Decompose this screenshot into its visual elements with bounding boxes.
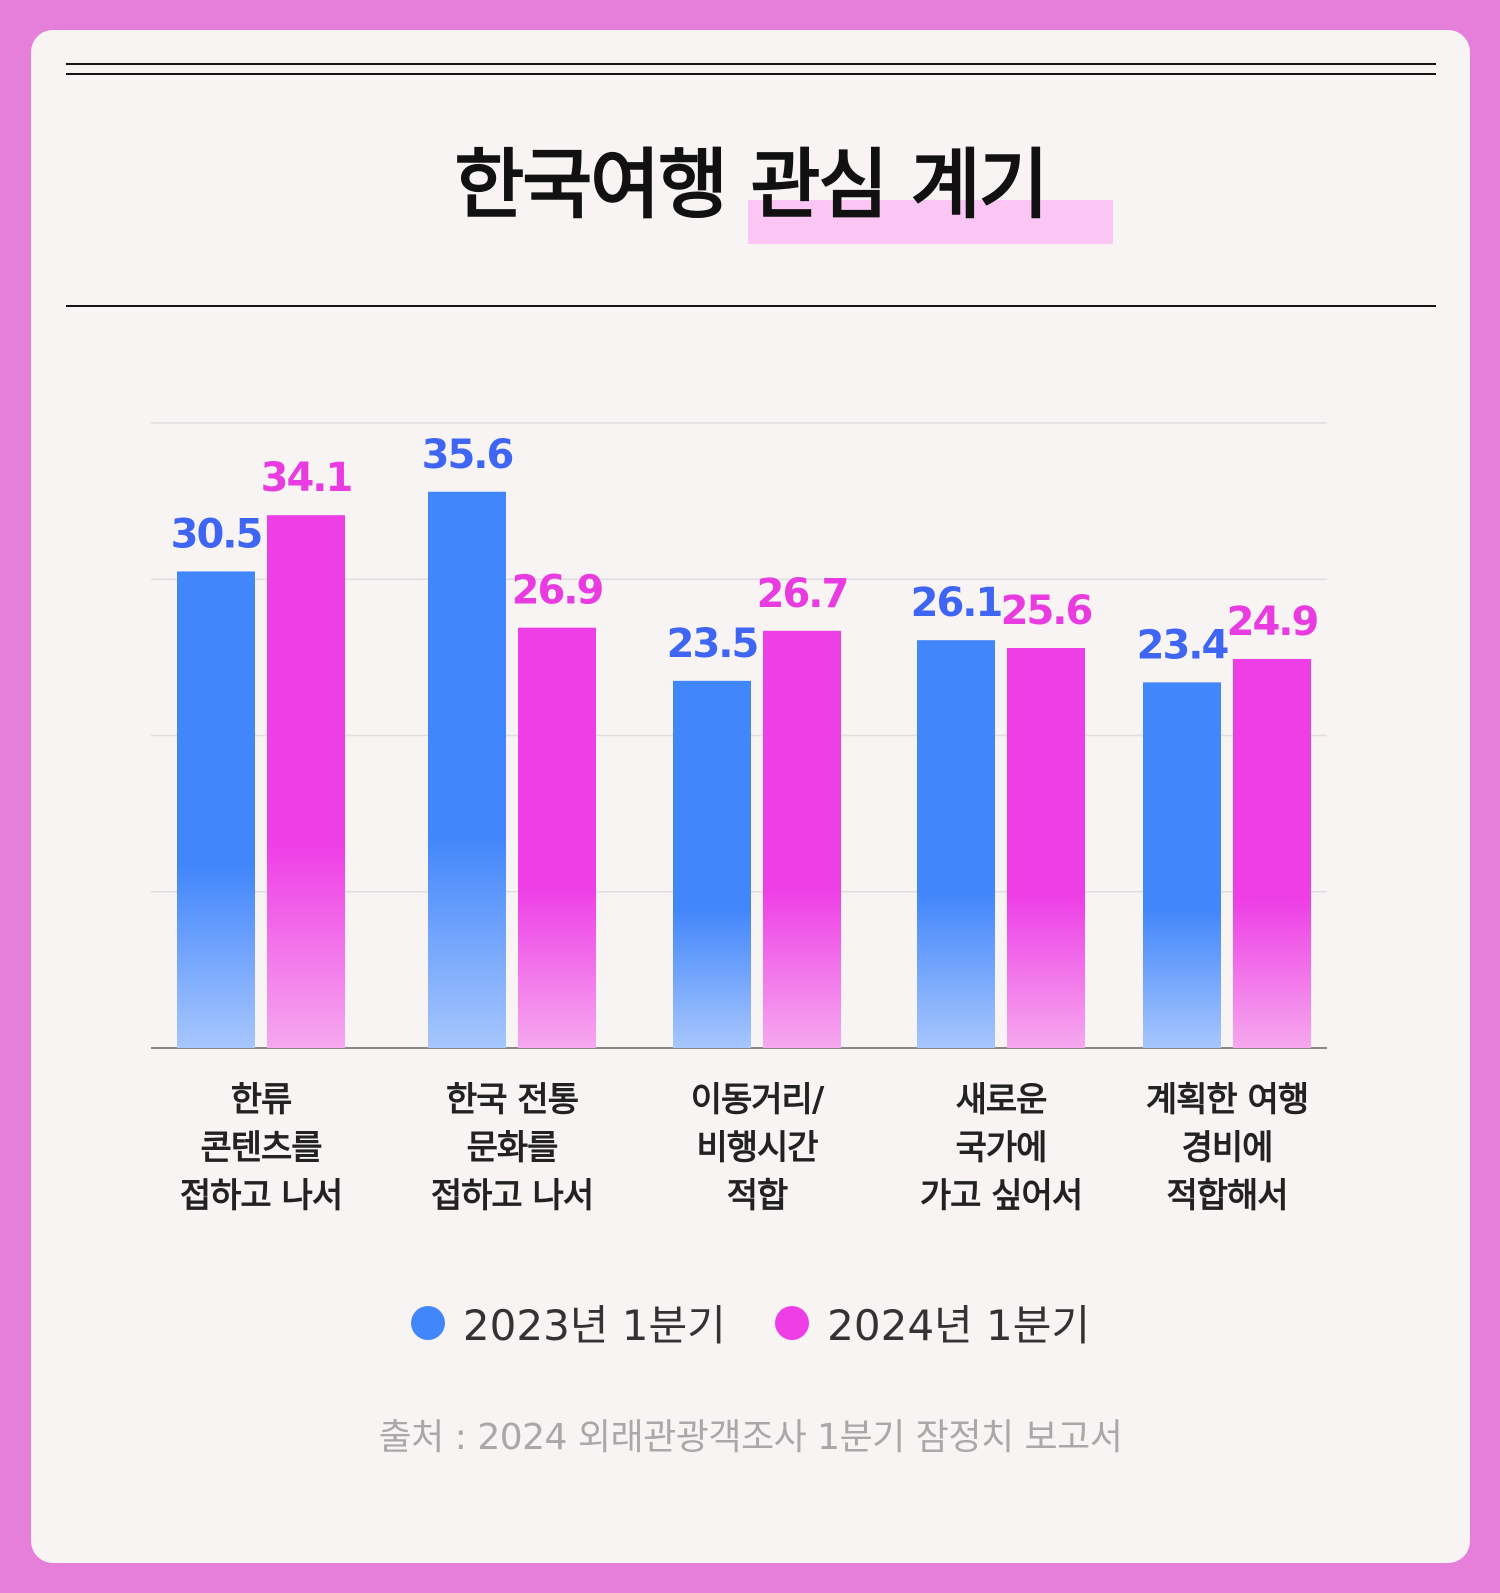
bar-2023-2 bbox=[673, 680, 751, 1048]
top-rule bbox=[66, 63, 1436, 65]
value-label-2024-0: 34.1 bbox=[261, 455, 352, 501]
category-label-1: 한국 전통 문화를 접하고 나서 bbox=[430, 1080, 594, 1216]
value-label-2024-1: 26.9 bbox=[512, 568, 603, 614]
top-rule-inner bbox=[66, 73, 1436, 75]
value-label-2023-2: 23.5 bbox=[667, 621, 758, 667]
value-label-2023-1: 35.6 bbox=[422, 432, 513, 478]
legend: 2023년 1분기 2024년 1분기 bbox=[31, 1292, 1470, 1353]
title-rule bbox=[66, 305, 1436, 307]
category-label-0: 한류 콘텐츠를 접하고 나서 bbox=[179, 1080, 343, 1216]
legend-dot-2024 bbox=[775, 1305, 810, 1340]
category-label-3: 새로운 국가에 가고 싶어서 bbox=[919, 1080, 1083, 1216]
bar-2024-0 bbox=[267, 515, 345, 1048]
category-label-2: 이동거리/ 비행시간 적합 bbox=[690, 1080, 825, 1216]
value-label-2023-3: 26.1 bbox=[911, 580, 1002, 626]
title-highlight bbox=[748, 200, 1113, 244]
bar-2023-1 bbox=[428, 491, 506, 1048]
bar-2024-3 bbox=[1007, 648, 1085, 1048]
legend-label-2023: 2023년 1분기 bbox=[462, 1301, 726, 1350]
bar-2024-2 bbox=[763, 630, 841, 1048]
infographic-card: 한국여행 관심 계기 30.5 35.6 23.5 26.1 23.4 34.1 26.9 2… bbox=[31, 30, 1470, 1563]
value-label-2023-4: 23.4 bbox=[1137, 622, 1228, 668]
legend-item-2024: 2024년 1분기 bbox=[775, 1292, 1090, 1353]
value-label-2024-2: 26.7 bbox=[757, 571, 848, 617]
source-note: 출처 : 2024 외래관광객조사 1분기 잠정치 보고서 bbox=[378, 1417, 1123, 1458]
value-label-2023-0: 30.5 bbox=[171, 511, 262, 557]
bar-chart: 30.5 35.6 23.5 26.1 23.4 34.1 26.9 26.7 25.6 24.9 bbox=[151, 422, 1327, 1049]
bar-2024-1 bbox=[518, 627, 596, 1048]
category-label-4: 계획한 여행 경비에 적합해서 bbox=[1145, 1080, 1309, 1216]
legend-label-2024: 2024년 1분기 bbox=[827, 1301, 1091, 1350]
page-title: 한국여행 관심 계기 bbox=[454, 140, 1048, 229]
bar-2024-4 bbox=[1233, 658, 1311, 1048]
bar-2023-0 bbox=[177, 571, 255, 1048]
legend-item-2023: 2023년 1분기 bbox=[410, 1292, 726, 1353]
value-label-2024-4: 24.9 bbox=[1227, 599, 1318, 645]
value-label-2024-3: 25.6 bbox=[1001, 588, 1092, 634]
bar-2023-3 bbox=[917, 640, 995, 1048]
bar-2023-4 bbox=[1143, 682, 1221, 1048]
legend-dot-2023 bbox=[410, 1305, 445, 1340]
